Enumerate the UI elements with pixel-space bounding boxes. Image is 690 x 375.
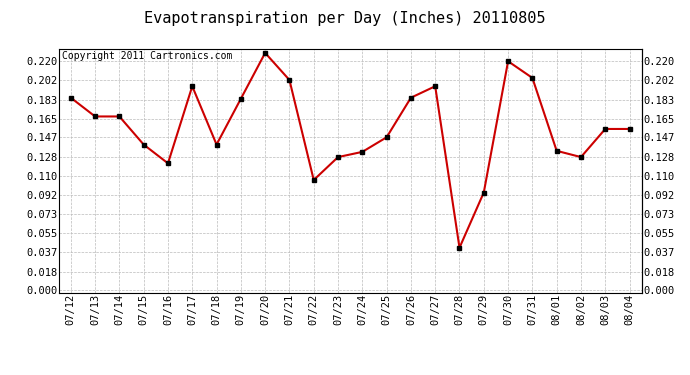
Text: Copyright 2011 Cartronics.com: Copyright 2011 Cartronics.com xyxy=(61,51,232,61)
Text: Evapotranspiration per Day (Inches) 20110805: Evapotranspiration per Day (Inches) 2011… xyxy=(144,11,546,26)
